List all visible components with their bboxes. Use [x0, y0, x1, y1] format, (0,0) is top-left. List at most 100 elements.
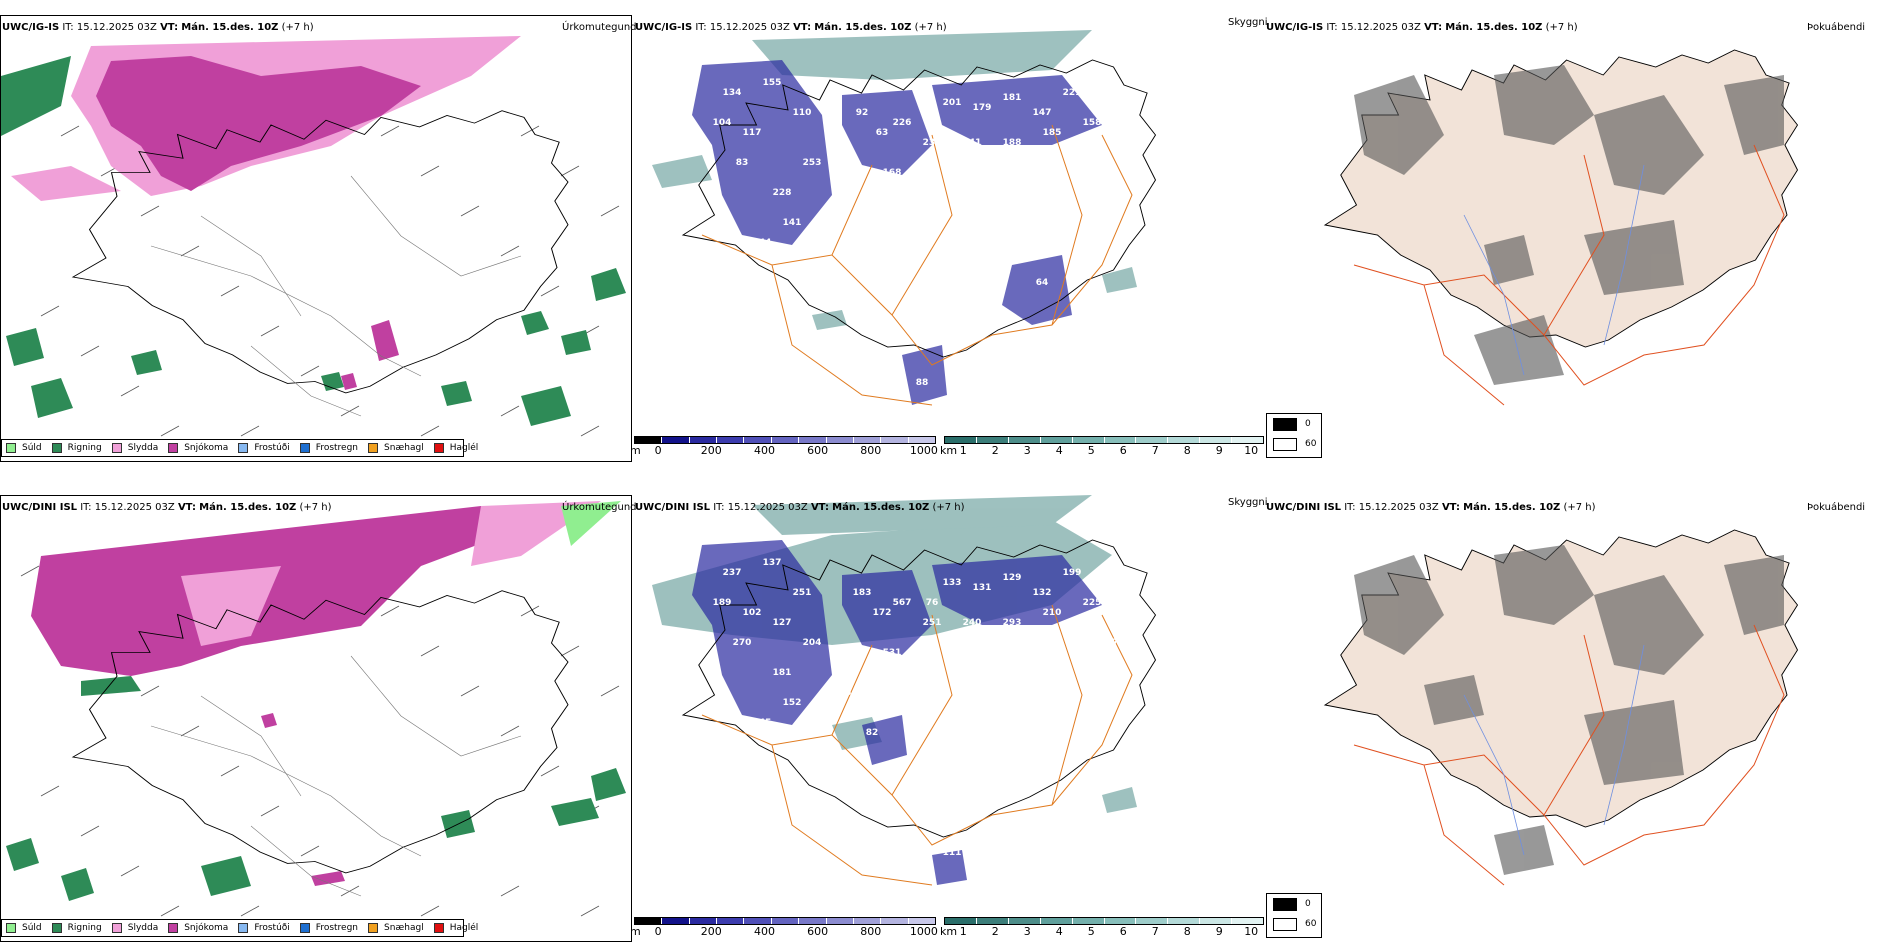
fog-map-2	[1324, 529, 1799, 886]
ptype-legend-item: Rigning	[51, 923, 102, 933]
fog-map-1	[1324, 49, 1799, 406]
legend-label: Frostregn	[315, 923, 359, 933]
cloud-base-label: 92	[856, 108, 869, 118]
visibility-colorbar-boxes	[944, 917, 1264, 925]
colorbar-segment	[799, 437, 827, 443]
colorbar-tick: 0	[654, 925, 662, 938]
cloud-base-label: 221	[1063, 88, 1082, 98]
road-lines	[1353, 624, 1785, 886]
colorbar-segment	[1072, 437, 1105, 443]
legend-label: Snjókoma	[184, 443, 229, 453]
cloud-base-label: 102	[743, 608, 762, 618]
legend-swatch	[1273, 897, 1297, 911]
cloudbase-colorbar-2: m 0 200 400 600 800 1000	[630, 917, 938, 938]
colorbar-segment	[635, 437, 663, 443]
colorbar-tick: 400	[753, 925, 775, 938]
model-name: UWC/DINI ISL	[635, 502, 711, 513]
vt-label: VT:	[160, 22, 179, 33]
colorbar-segment	[1008, 918, 1041, 924]
colorbar-tick: 2	[991, 444, 999, 457]
cloud-base-label: 204	[803, 638, 822, 648]
river-lines	[1463, 164, 1645, 376]
cloud-base-label: 183	[853, 588, 872, 598]
legend-swatch	[433, 923, 444, 933]
road-lines	[701, 604, 1133, 886]
ptype-legend-item: Snjókoma	[168, 443, 228, 453]
legend-swatch	[111, 923, 122, 933]
model-name: UWC/DINI ISL	[2, 502, 78, 513]
it-value: 15.12.2025 03Z	[709, 22, 790, 33]
vt-label: VT:	[177, 502, 196, 513]
fog-legend-2: 0 60	[1266, 893, 1322, 938]
colorbar-unit: m	[630, 444, 641, 457]
colorbar-tick: 9	[1215, 925, 1223, 938]
cloud-base-label: 189	[713, 598, 732, 608]
cloudbase-colorbar-boxes	[634, 917, 936, 925]
cloud-base-label: 88	[916, 378, 929, 388]
cloud-base-label: 110	[793, 108, 812, 118]
ptype-legend-item: Frostregn	[299, 923, 359, 933]
colorbar-segment	[1232, 437, 1264, 443]
colorbar-segment	[1136, 437, 1169, 443]
lead-time: (+7 h)	[299, 502, 332, 513]
cloud-base-label: 210	[1043, 608, 1062, 618]
colorbar-tick: 1	[959, 444, 967, 457]
cloudbase-colorbar-ticks: m 0 200 400 600 800 1000	[630, 925, 938, 938]
fog-legend-item: 60	[1267, 914, 1321, 934]
cloud-base-label: 270	[733, 638, 752, 648]
fog-title-1: Þokuábendi	[1807, 22, 1866, 33]
ptype-legend-item: Rigning	[51, 443, 102, 453]
legend-swatch	[1273, 437, 1297, 451]
colorbar-segment	[826, 437, 854, 443]
colorbar-segment	[976, 437, 1009, 443]
row-2: Súld Rigning Slydda Snjókoma Frostúði Frostre…	[0, 475, 1900, 950]
legend-label: Frostúði	[254, 923, 290, 933]
colorbar-segment	[945, 437, 977, 443]
cloud-base-label: 134	[723, 88, 742, 98]
colorbar-tick: 600	[807, 444, 829, 457]
precip-areas	[1, 36, 626, 426]
cloud-base-label: 179	[973, 103, 992, 113]
vt-value: Mán. 15.des. 10Z	[814, 22, 912, 33]
cloud-base-label: 531	[883, 648, 902, 658]
legend-swatch	[238, 443, 249, 453]
vt-label: VT:	[793, 22, 812, 33]
legend-swatch	[6, 443, 16, 453]
legend-value: 0	[1305, 419, 1311, 429]
colorbar-segment	[1104, 918, 1137, 924]
header-cloud-1: UWC/IG-IS IT: 15.12.2025 03Z VT: Mán. 15…	[635, 22, 947, 33]
ptype-legend-item: Slydda	[111, 923, 158, 933]
ptype-legend-item: Frostúði	[238, 443, 290, 453]
colorbar-segment	[689, 437, 718, 443]
ptype-title-1: Úrkomutegund	[562, 22, 637, 33]
cloud-base-label: 237	[723, 568, 742, 578]
colorbar-segment	[1200, 437, 1233, 443]
ptype-legend-item: Frostregn	[299, 443, 358, 453]
legend-label: Snæhagl	[384, 923, 424, 933]
visibility-colorbar-ticks: km 1 2 3 4 5 6 7 8 9 10	[940, 444, 1264, 457]
colorbar-segment	[908, 918, 935, 924]
ptype-legend-item: Slydda	[111, 443, 158, 453]
cloud-base-shading	[692, 60, 1102, 405]
legend-label: Snæhagl	[384, 443, 424, 453]
vt-value: Mán. 15.des. 10Z	[1463, 502, 1561, 513]
vt-label: VT:	[1441, 502, 1460, 513]
ptype-map-1	[1, 36, 626, 437]
road-lines	[1353, 144, 1785, 406]
colorbar-segment	[717, 918, 745, 924]
cloud-base-label: 253	[803, 158, 822, 168]
fog-legend-item: 60	[1267, 434, 1321, 454]
legend-swatch	[299, 443, 310, 453]
ptype-legend-item: Haglél	[433, 443, 478, 453]
it-label: IT:	[1326, 22, 1338, 33]
model-name: UWC/IG-IS	[2, 22, 60, 33]
colorbar-segment	[1040, 918, 1073, 924]
colorbar-tick: 5	[1087, 444, 1095, 457]
colorbar-tick: 800	[860, 925, 882, 938]
legend-label: Frostúði	[254, 443, 290, 453]
river-lines	[1463, 644, 1645, 856]
cloudbase-colorbar-boxes	[634, 436, 936, 444]
cloud-base-label: 141	[783, 218, 802, 228]
ptype-legend-2: Súld Rigning Slydda Snjókoma Frostúði Frostre…	[1, 919, 478, 937]
